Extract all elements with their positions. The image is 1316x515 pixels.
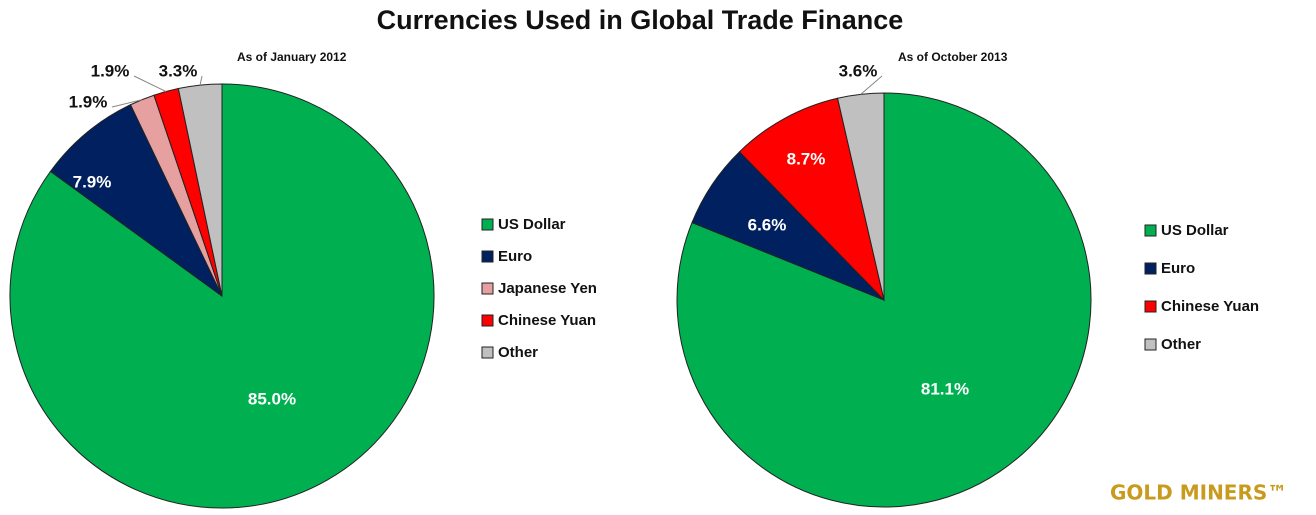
data-label: 81.1% [921,379,969,398]
legend-label: Euro [1161,260,1195,277]
chart-subtitle: As of October 2013 [898,50,1008,64]
legend-swatch [1144,224,1157,237]
legend-swatch [481,218,494,231]
legend-label: Japanese Yen [498,280,597,297]
leader-line [199,75,203,86]
leader-line [133,75,167,92]
legend-label: Other [498,344,538,361]
leader-line [111,99,143,108]
legend-swatch [481,250,494,263]
legend-swatch [481,346,494,359]
leader-line [860,75,883,95]
legend-label: US Dollar [1161,222,1229,239]
data-label: 8.7% [787,149,826,168]
chart-title: Currencies Used in Global Trade Finance [377,5,904,35]
legend-label: Euro [498,248,532,265]
legend-swatch [481,314,494,327]
legend-swatch [481,282,494,295]
data-label: 85.0% [248,389,296,408]
data-label: 6.6% [748,215,787,234]
data-label: 3.6% [839,61,878,80]
pie-slice [49,104,223,297]
data-label: 7.9% [73,172,112,191]
legend-swatch [1144,300,1157,313]
chart-subtitle: As of January 2012 [237,50,347,64]
legend-label: Other [1161,336,1201,353]
legend-swatch [1144,338,1157,351]
legend-label: Chinese Yuan [1161,298,1259,315]
pie-slice [738,97,885,302]
data-label: 1.9% [69,92,108,111]
data-label: 3.3% [159,61,198,80]
data-label: 1.9% [91,61,130,80]
legend-label: US Dollar [498,216,566,233]
legend-swatch [1144,262,1157,275]
legend-label: Chinese Yuan [498,312,596,329]
pie-slice [9,83,435,509]
logo: GOLD MINERS™ [1110,481,1287,505]
